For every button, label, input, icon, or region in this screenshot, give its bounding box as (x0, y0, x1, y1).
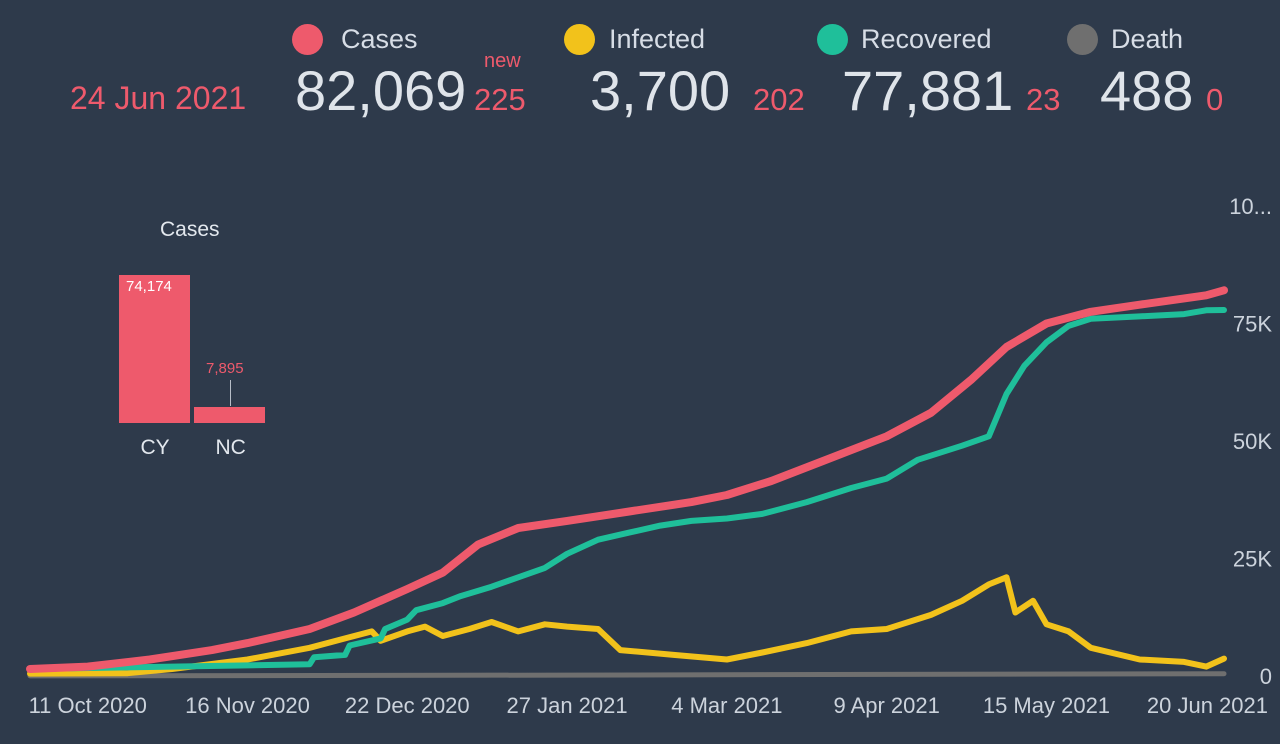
x-tick-label: 22 Dec 2020 (345, 693, 470, 718)
stat-cases-delta: 225 (474, 82, 526, 117)
inset-category-label: NC (215, 436, 246, 459)
inset-label-leader (229, 380, 231, 407)
inset-bar-nc[interactable] (194, 407, 265, 423)
infected-dot-icon (564, 24, 595, 55)
y-axis: 0 25K 50K 75K 10... (1229, 194, 1272, 689)
death-dot-icon (1067, 24, 1098, 55)
inset-bar-value: 7,895 (206, 360, 244, 378)
stat-cases-label: Cases (341, 24, 418, 54)
y-tick-label: 10... (1229, 194, 1272, 219)
stat-infected-value: 3,700 (590, 59, 731, 122)
x-tick-label: 27 Jan 2021 (507, 693, 628, 718)
stat-infected-delta: 202 (753, 82, 805, 117)
y-tick-label: 50K (1233, 429, 1272, 454)
stat-recovered-value: 77,881 (842, 59, 1014, 122)
stat-cases-value: 82,069 (295, 59, 467, 122)
x-tick-label: 16 Nov 2020 (185, 693, 310, 718)
x-axis: 11 Oct 2020 16 Nov 2020 22 Dec 2020 27 Jan … (29, 693, 1268, 718)
stat-cases: Cases (292, 24, 418, 55)
stat-recovered: Recovered (817, 24, 992, 55)
stat-death-label: Death (1111, 24, 1184, 54)
stat-recovered-label: Recovered (861, 24, 992, 54)
inset-bar-cy[interactable] (119, 275, 190, 423)
stat-death-value: 488 (1100, 59, 1194, 122)
legend-infected[interactable]: Infected (564, 24, 705, 55)
report-date: 24 Jun 2021 (70, 80, 247, 116)
inset-bar-value: 74,174 (126, 278, 172, 295)
x-tick-label: 11 Oct 2020 (29, 693, 147, 718)
x-tick-label: 15 May 2021 (983, 693, 1110, 718)
inset-category-label: CY (140, 436, 170, 459)
cases-dot-icon (292, 24, 323, 55)
legend-cases[interactable]: Cases (292, 24, 418, 55)
series-line-cases[interactable] (26, 286, 1228, 673)
series-line-death[interactable] (27, 671, 1227, 679)
stat-death-delta: 0 (1206, 82, 1224, 117)
x-tick-label: 20 Jun 2021 (1147, 693, 1268, 718)
legend-recovered[interactable]: Recovered (817, 24, 992, 55)
stat-death: Death (1067, 24, 1183, 55)
new-label: new (484, 50, 521, 72)
stat-infected: Infected (564, 24, 705, 55)
stat-infected-label: Infected (609, 24, 706, 54)
series-line-recovered[interactable] (27, 307, 1227, 672)
series-line-infected[interactable] (27, 574, 1227, 677)
y-tick-label: 25K (1233, 547, 1272, 572)
stat-recovered-delta: 23 (1026, 82, 1061, 117)
x-tick-label: 4 Mar 2021 (671, 693, 782, 718)
y-tick-label: 75K (1233, 312, 1272, 337)
recovered-dot-icon (817, 24, 848, 55)
y-tick-label: 0 (1260, 664, 1272, 689)
inset-chart-title: Cases (160, 218, 220, 241)
legend-death[interactable]: Death (1067, 24, 1183, 55)
x-tick-label: 9 Apr 2021 (833, 693, 939, 718)
series-lines (26, 286, 1228, 679)
